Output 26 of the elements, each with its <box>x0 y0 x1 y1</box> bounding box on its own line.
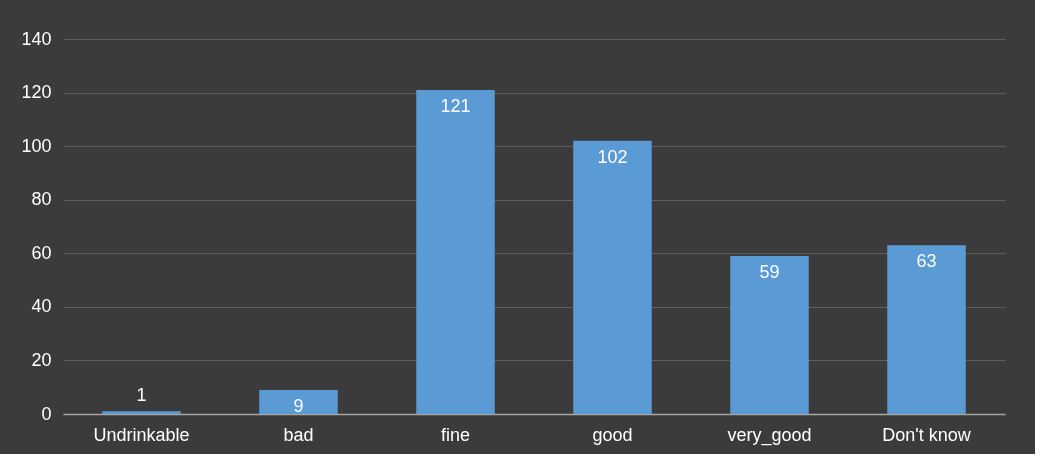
data-label: 59 <box>759 261 780 282</box>
data-label: 121 <box>440 95 471 116</box>
y-tick-label: 120 <box>21 82 52 103</box>
y-tick-label: 20 <box>31 349 52 370</box>
x-tick-label: Don't know <box>882 424 972 445</box>
bar <box>102 411 181 414</box>
x-tick-label: fine <box>440 424 471 445</box>
y-tick-label: 140 <box>21 28 52 49</box>
data-label: 102 <box>597 146 628 167</box>
y-tick-label: 60 <box>31 242 52 263</box>
y-tick-label: 80 <box>31 189 52 210</box>
bar <box>730 255 809 414</box>
x-tick-label: bad <box>283 424 314 445</box>
data-label: 63 <box>916 251 937 272</box>
x-tick-label: very_good <box>727 424 812 446</box>
x-tick-label: good <box>592 424 633 445</box>
x-tick-label: Undrinkable <box>93 424 190 445</box>
bar <box>416 89 495 414</box>
y-tick-label: 0 <box>41 403 52 424</box>
y-tick-label: 100 <box>21 135 52 156</box>
data-label: 9 <box>293 395 304 416</box>
data-label: 1 <box>136 385 147 406</box>
bar <box>259 389 338 414</box>
bar <box>887 245 966 414</box>
bar <box>573 140 652 414</box>
y-tick-label: 40 <box>31 296 52 317</box>
